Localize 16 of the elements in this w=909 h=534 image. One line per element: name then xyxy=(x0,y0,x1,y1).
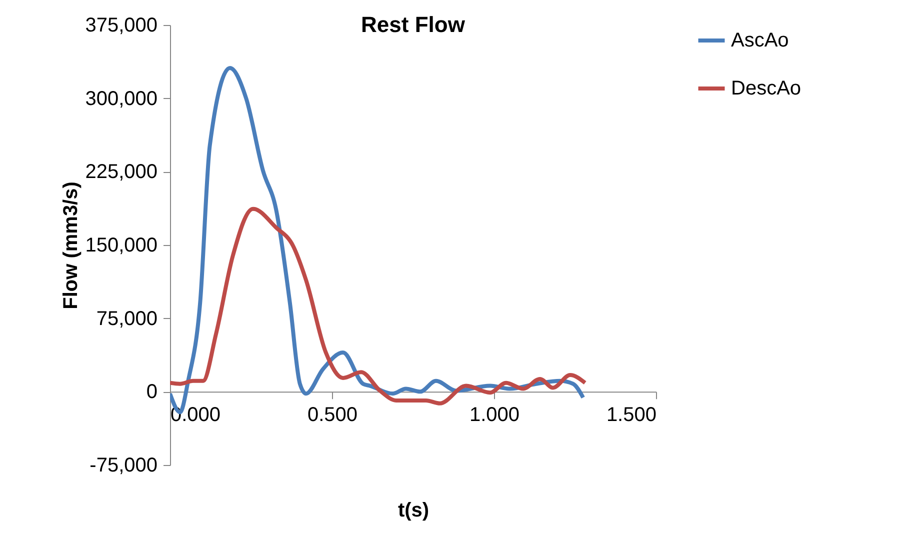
x-tick-label: 1.000 xyxy=(469,404,520,426)
y-tick-label: 0 xyxy=(146,381,158,404)
line-series xyxy=(170,206,588,406)
legend-label: DescAo xyxy=(731,78,802,100)
x-tick-label: 1.500 xyxy=(606,404,656,426)
y-tick-label: 150,000 xyxy=(85,234,158,256)
y-tick-label: 300,000 xyxy=(85,88,158,110)
y-axis-title: Flow (mm3/s) xyxy=(60,182,82,310)
y-tick-label: 225,000 xyxy=(85,161,158,184)
y-tick-label: 75,000 xyxy=(96,308,158,330)
chart-title: Rest Flow xyxy=(361,12,466,37)
y-tick-label: 375,000 xyxy=(85,14,158,36)
y-tick-label: -75,000 xyxy=(90,454,158,476)
legend-label: AscAo xyxy=(731,30,789,52)
x-tick-label: 0.500 xyxy=(307,404,358,426)
x-axis-title: t(s) xyxy=(398,500,430,522)
